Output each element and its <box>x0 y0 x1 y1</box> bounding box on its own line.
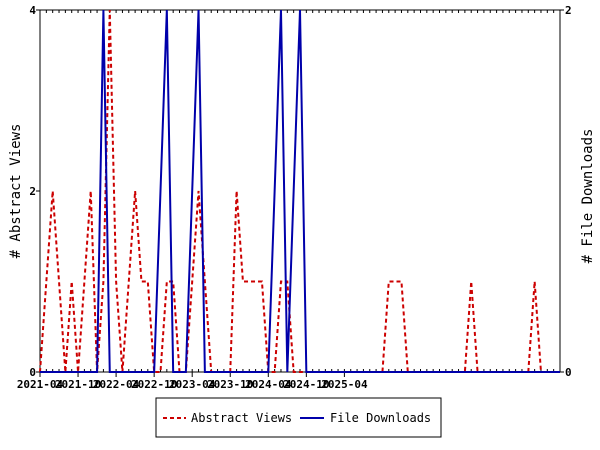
y-left-tick-label: 2 <box>29 185 36 198</box>
x-tick-label: 2024-10 <box>283 378 329 391</box>
x-tick-label: 2024-04 <box>245 378 292 391</box>
x-tick-label: 2022-04 <box>93 378 140 391</box>
legend-label-abstract-views: Abstract Views <box>191 411 292 425</box>
x-tick-label: 2022-10 <box>131 378 177 391</box>
legend: Abstract Views File Downloads <box>155 397 442 438</box>
y-axis-title-left: # Abstract Views <box>8 124 24 259</box>
y-left-tick-label: 0 <box>29 366 36 379</box>
y-right-tick-label: 0 <box>565 366 572 379</box>
x-tick-label: 2021-04 <box>17 378 64 391</box>
x-tick-label: 2023-04 <box>169 378 216 391</box>
x-tick-label: 2025-04 <box>321 378 368 391</box>
y-axis-title-right: # File Downloads <box>580 129 596 264</box>
x-tick-label: 2021-10 <box>55 378 101 391</box>
legend-label-file-downloads: File Downloads <box>330 411 431 425</box>
legend-box <box>155 397 442 438</box>
x-tick-label: 2023-10 <box>207 378 253 391</box>
series-line-abstract-views <box>39 9 560 373</box>
y-right-tick-label: 2 <box>565 4 572 17</box>
y-left-tick-label: 4 <box>29 4 36 17</box>
series-line-file-downloads <box>40 9 560 373</box>
